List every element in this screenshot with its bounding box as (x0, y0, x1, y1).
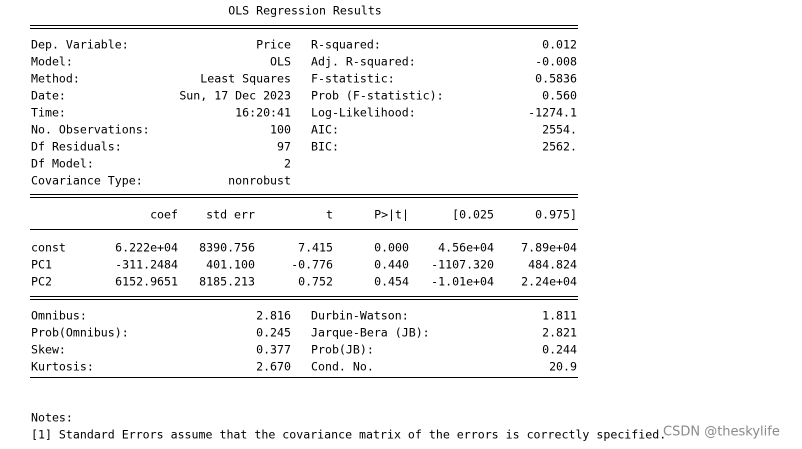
model-info-label: R-squared: (311, 38, 381, 52)
watermark: CSDN @theskylife (663, 425, 780, 440)
cell: 6152.9651 (115, 275, 178, 289)
notes-heading: Notes: (31, 411, 73, 425)
diagnostic-value: 2.821 (542, 326, 577, 340)
diagnostic-value: 2.816 (256, 309, 291, 323)
cell: 484.824 (528, 258, 577, 272)
cell: 8390.756 (199, 241, 255, 255)
diagnostic-value: 2.670 (256, 360, 291, 374)
model-info-label: Date: (31, 89, 66, 103)
cell: -1107.320 (431, 258, 494, 272)
cell: 2.24e+04 (521, 275, 577, 289)
model-info-value: Sun, 17 Dec 2023 (179, 89, 291, 103)
diagnostic-label: Skew: (31, 343, 66, 357)
model-info-value: 16:20:41 (235, 106, 291, 120)
model-info-value: 2554. (542, 123, 577, 137)
cell: 401.100 (206, 258, 255, 272)
column-header: P>|t| (374, 208, 409, 223)
cell: 4.56e+04 (438, 241, 494, 255)
model-info-value: 100 (270, 123, 291, 137)
column-header: t (326, 208, 333, 222)
model-info-label: Df Residuals: (31, 140, 122, 154)
diagnostic-value: 1.811 (542, 309, 577, 323)
cell: 7.415 (298, 241, 333, 255)
diagnostic-value: 20.9 (549, 360, 577, 374)
model-info-value: OLS (270, 55, 291, 69)
model-info-value: 0.012 (542, 38, 577, 52)
row-label: PC1 (31, 258, 52, 272)
cell: -311.2484 (115, 258, 178, 272)
cell: 0.454 (374, 275, 409, 289)
note: [1] Standard Errors assume that the cova… (31, 428, 666, 442)
cell: 0.000 (374, 241, 409, 255)
model-info-value: 2 (284, 157, 291, 171)
diagnostic-value: 0.377 (256, 343, 291, 357)
column-header: coef (150, 208, 178, 222)
model-info-label: No. Observations: (31, 123, 150, 137)
cell: 0.440 (374, 258, 409, 272)
rules (30, 25, 578, 378)
column-header: [0.025 (452, 208, 494, 222)
model-info-label: Adj. R-squared: (311, 55, 416, 69)
model-info-label: Dep. Variable: (31, 38, 129, 52)
model-info-label: Method: (31, 72, 80, 86)
model-info-label: Model: (31, 55, 73, 69)
diagnostic-value: 0.245 (256, 326, 291, 340)
model-info-value: nonrobust (228, 174, 291, 188)
report-title: OLS Regression Results (228, 4, 382, 18)
model-info-value: Least Squares (200, 72, 291, 86)
model-info-value: Price (256, 38, 291, 52)
model-info-value: -0.008 (535, 55, 577, 69)
cell: -0.776 (291, 258, 333, 272)
model-info-label: AIC: (311, 123, 339, 137)
diagnostic-label: Durbin-Watson: (311, 309, 409, 323)
column-header: 0.975] (535, 208, 577, 222)
diagnostic-label: Kurtosis: (31, 360, 94, 374)
model-info-label: F-statistic: (311, 72, 395, 86)
model-info-label: Prob (F-statistic): (311, 89, 444, 103)
cell: 0.752 (298, 275, 333, 289)
model-info-value: 2562. (542, 140, 577, 154)
cell: -1.01e+04 (431, 275, 494, 289)
diagnostic-label: Prob(JB): (311, 343, 374, 357)
row-label: PC2 (31, 275, 52, 289)
diagnostic-label: Cond. No. (311, 360, 374, 374)
diagnostic-value: 0.244 (542, 343, 577, 357)
model-info-value: 97 (277, 140, 291, 154)
column-header: std err (206, 208, 255, 222)
diagnostic-label: Omnibus: (31, 309, 87, 323)
cell: 7.89e+04 (521, 241, 577, 255)
model-info-label: Covariance Type: (31, 174, 143, 188)
row-label: const (31, 241, 66, 255)
diagnostic-label: Jarque-Bera (JB): (311, 326, 430, 340)
diagnostic-label: Prob(Omnibus): (31, 326, 129, 340)
cell: 8185.213 (199, 275, 255, 289)
model-info-label: BIC: (311, 140, 339, 154)
model-info-label: Time: (31, 106, 66, 120)
model-info-value: 0.5836 (535, 72, 577, 86)
model-info-value: 0.560 (542, 89, 577, 103)
model-info-label: Log-Likelihood: (311, 106, 416, 120)
cell: 6.222e+04 (115, 241, 178, 255)
model-info-label: Df Model: (31, 157, 94, 171)
model-info-value: -1274.1 (528, 106, 577, 120)
